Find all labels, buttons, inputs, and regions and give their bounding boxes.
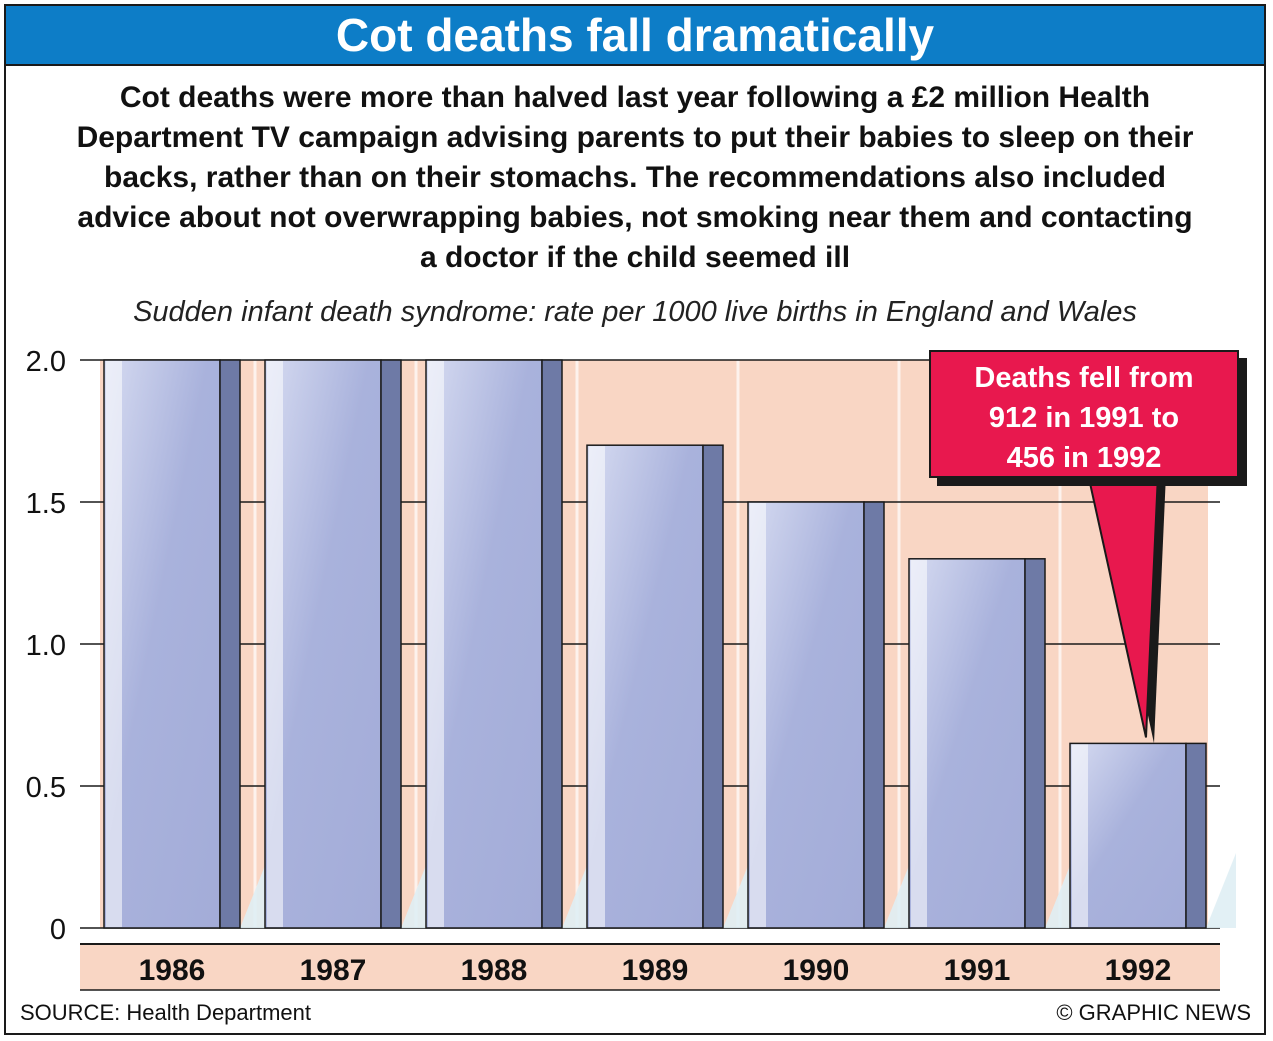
bar-1988 (425, 359, 543, 929)
x-tick-label: 1989 (622, 954, 689, 987)
y-tick-label: 1.5 (26, 488, 66, 520)
intro-line: backs, rather than on their stomachs. Th… (104, 161, 1166, 194)
bar-highlight (589, 446, 605, 927)
chart-title: Sudden infant death syndrome: rate per 1… (133, 296, 1137, 328)
intro-line: advice about not overwrapping babies, no… (77, 201, 1193, 234)
intro-line: a doctor if the child seemed ill (419, 241, 851, 274)
credit-note: © GRAPHIC NEWS (1056, 1000, 1251, 1025)
callout-line: Deaths fell from (974, 362, 1194, 394)
bar-1989 (586, 444, 704, 929)
bar-side-1986 (219, 359, 241, 929)
bar-side-1989 (702, 444, 724, 929)
bar-shadow (884, 853, 914, 928)
callout-line: 456 in 1992 (1006, 442, 1162, 474)
x-tick-label: 1987 (300, 954, 367, 987)
bar-side-1987 (380, 359, 402, 929)
bar-side-1990 (863, 501, 885, 929)
bar-highlight (428, 361, 444, 927)
bar-1990 (747, 501, 865, 929)
bar-1986 (103, 359, 221, 929)
bar-side-1991 (1024, 558, 1046, 929)
bar-shadow (562, 853, 592, 928)
bar-shadow (723, 853, 753, 928)
y-tick-label: 0.5 (26, 772, 66, 804)
bar-highlight (911, 559, 927, 927)
bar-1992 (1069, 742, 1187, 929)
x-axis-band (80, 944, 1220, 990)
x-tick-label: 1992 (1105, 954, 1172, 987)
intro-line: Cot deaths were more than halved last ye… (119, 81, 1151, 114)
bar-1987 (264, 359, 382, 929)
headline: Cot deaths fall dramatically (335, 9, 935, 61)
callout-line: 912 in 1991 to (988, 402, 1180, 434)
bar-highlight (106, 361, 122, 927)
y-tick-label: 0 (50, 914, 66, 946)
bar-shadow (401, 853, 431, 928)
bar-highlight (267, 361, 283, 927)
source-note: SOURCE: Health Department (20, 1000, 311, 1025)
intro-paragraph: Cot deaths were more than halved last ye… (18, 78, 1252, 278)
bar-1991 (908, 558, 1026, 929)
bar-shadow (1045, 853, 1075, 928)
title-bar: Cot deaths fall dramatically (6, 6, 1264, 66)
intro-line: Department TV campaign advising parents … (76, 121, 1194, 154)
bar-side-1988 (541, 359, 563, 929)
callout-box: Deaths fell from 912 in 1991 to 456 in 1… (929, 350, 1239, 478)
y-tick-label: 1.0 (26, 630, 66, 662)
bar-shadow (240, 853, 270, 928)
x-tick-label: 1986 (139, 954, 206, 987)
x-tick-label: 1990 (783, 954, 850, 987)
bar-highlight (1072, 744, 1088, 927)
bar-shadow (1206, 853, 1236, 928)
bar-side-1992 (1185, 742, 1207, 929)
x-tick-label: 1991 (944, 954, 1011, 987)
y-tick-label: 2.0 (26, 346, 66, 378)
x-tick-label: 1988 (461, 954, 528, 987)
bar-highlight (750, 503, 766, 927)
